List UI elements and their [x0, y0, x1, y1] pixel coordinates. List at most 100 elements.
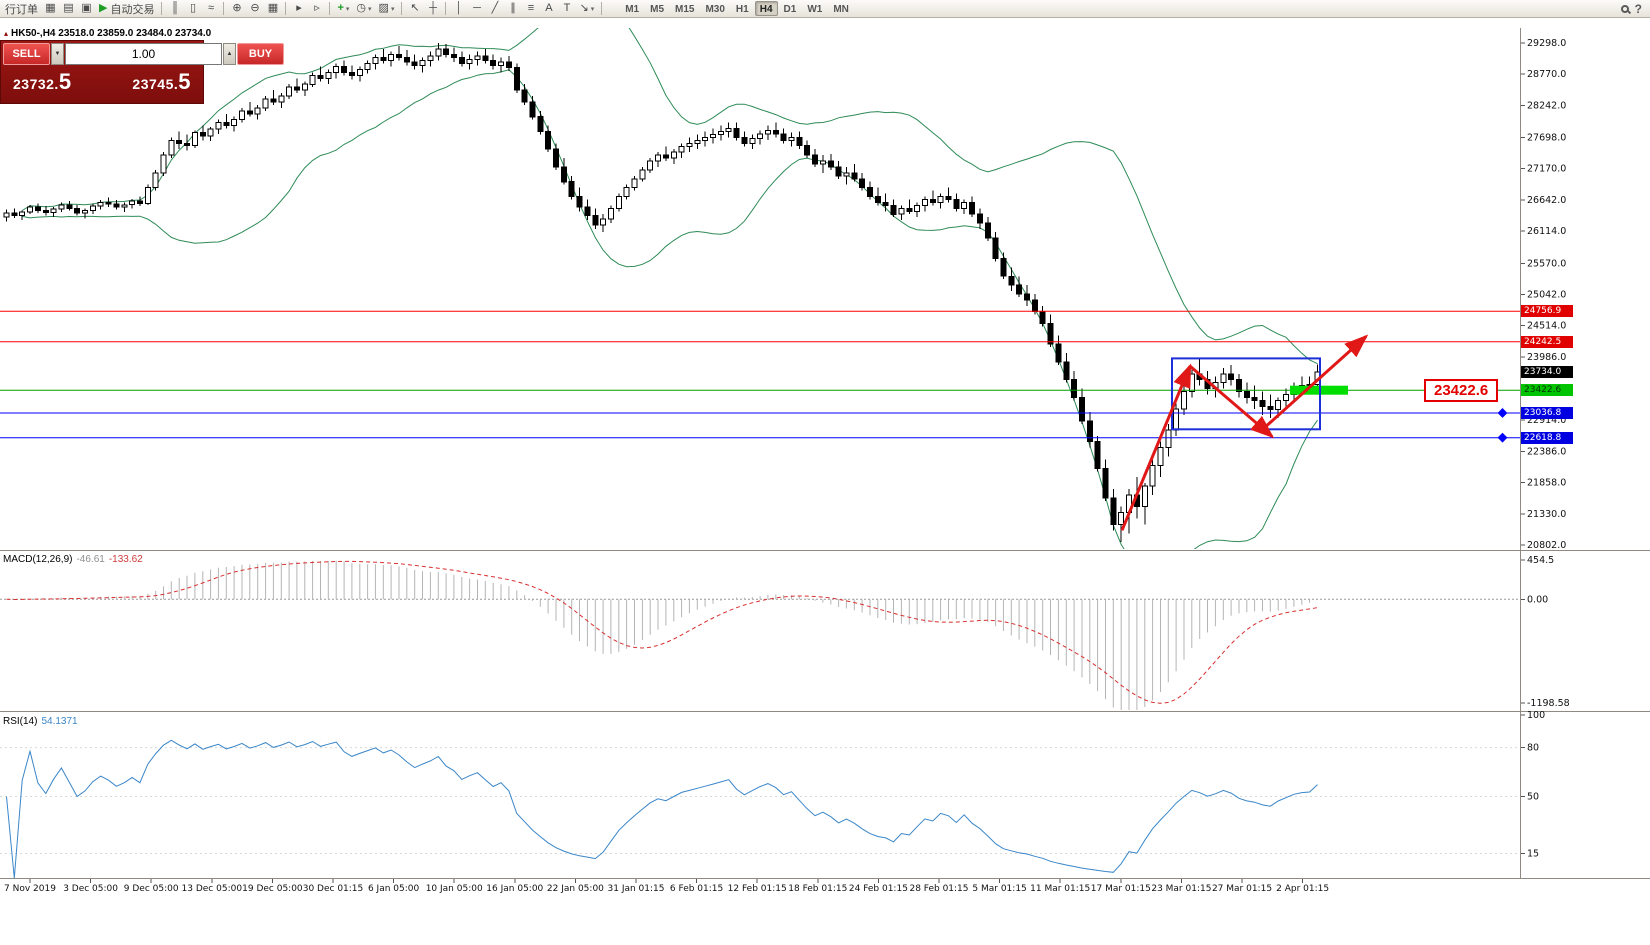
main-chart-layer — [0, 28, 1520, 549]
timeframe-w1[interactable]: W1 — [807, 4, 823, 15]
data-window-icon[interactable]: ▣ — [78, 1, 95, 17]
volume-input[interactable] — [65, 43, 222, 65]
axis-label: 50 — [1527, 792, 1539, 803]
chevron-down-icon: ▾ — [345, 5, 350, 13]
trend-arrow-3[interactable] — [1262, 334, 1369, 430]
macd-main-value: -46.61 — [76, 554, 105, 565]
axis-label: 5 Mar 01:15 — [972, 884, 1026, 894]
trend-arrow-2[interactable] — [1189, 364, 1275, 439]
axis-label: 21330.0 — [1527, 509, 1566, 520]
candlestick-chart-icon: ▯ — [189, 2, 196, 14]
templates-icon[interactable]: ▨ ▾ — [376, 1, 398, 17]
axis-label: 29298.0 — [1527, 38, 1566, 49]
label-icon[interactable]: T — [558, 1, 575, 17]
zoom-out-icon[interactable]: ⊖ — [246, 1, 263, 17]
profiles-icon[interactable]: ▤ — [60, 1, 77, 17]
indicators-icon[interactable]: + ▾ — [334, 1, 352, 17]
axis-label: 24514.0 — [1527, 321, 1566, 332]
autotrading-button: ▶ — [99, 2, 108, 14]
axis-label: 16 Jan 05:00 — [486, 884, 543, 894]
consolidation-rectangle[interactable] — [1171, 357, 1321, 431]
timeframe-h1[interactable]: H1 — [735, 4, 749, 15]
chart-shift-icon: ▹ — [314, 2, 320, 14]
new-order-button-label: 行订单 — [5, 3, 38, 16]
trade-controls-row: SELL ▼ ▲ BUY — [1, 41, 284, 67]
cursor-icon[interactable]: ↖ — [406, 1, 423, 17]
axis-label: 28 Feb 01:15 — [909, 884, 968, 894]
help-icon[interactable]: ? — [1634, 1, 1642, 16]
toolbar-right-group: ? — [1620, 1, 1648, 16]
volume-decrease-button[interactable]: ▼ — [51, 43, 64, 65]
axis-label: 18 Feb 01:15 — [788, 884, 847, 894]
tile-windows-icon[interactable]: ▦ — [264, 1, 281, 17]
buy-price-big-digit: 5 — [178, 69, 191, 94]
one-click-trading-toggle[interactable]: ▴ — [4, 29, 9, 38]
charts-icon[interactable]: ▦ — [42, 1, 59, 17]
autotrading-button[interactable]: ▶ 自动交易 — [96, 1, 157, 17]
axes-layer: 29298.0 28770.0 28242.0 27698.0 27170.0 26642… — [0, 28, 1650, 894]
volume-increase-button[interactable]: ▲ — [223, 43, 236, 65]
axis-label: 80 — [1527, 743, 1539, 754]
new-order-button[interactable]: 行订单 — [2, 1, 41, 17]
search-icon[interactable] — [1620, 4, 1629, 13]
line-chart-icon[interactable]: ≈ — [202, 1, 219, 17]
axis-label: 11 Mar 01:15 — [1030, 884, 1090, 894]
macd-panel-layer — [0, 560, 1520, 710]
equidistant-channel-icon: ∥ — [510, 2, 516, 14]
timeframe-h4[interactable]: H4 — [754, 1, 778, 16]
line-handle-icon[interactable] — [1497, 408, 1508, 418]
trendline-icon[interactable]: ╱ — [486, 1, 503, 17]
timeframe-mn[interactable]: MN — [833, 4, 849, 15]
toolbar-separator — [223, 2, 225, 15]
buy-button[interactable]: BUY — [237, 43, 284, 65]
axis-label: 23 Mar 01:15 — [1151, 884, 1211, 894]
auto-scroll-icon: ▸ — [296, 2, 302, 14]
line-handle-icon[interactable] — [1497, 432, 1508, 443]
timeframe-m15[interactable]: M15 — [675, 4, 695, 15]
timeframe-m1[interactable]: M1 — [625, 4, 640, 15]
sell-button[interactable]: SELL — [3, 43, 50, 65]
timeframe-m5[interactable]: M5 — [650, 4, 665, 15]
bar-chart-icon[interactable]: ║ — [166, 1, 183, 17]
price-tag-support-1[interactable]: 23036.8 — [1521, 407, 1573, 419]
periods-icon: ◷ — [356, 2, 367, 14]
zoom-out-icon: ⊖ — [250, 2, 260, 14]
arrows-tool-icon: ↘ — [579, 2, 589, 14]
sell-price-big-digit: 5 — [58, 69, 72, 94]
axis-label: 6 Feb 01:15 — [670, 884, 723, 894]
arrows-tool-icon[interactable]: ↘ ▾ — [576, 1, 597, 17]
fibonacci-icon[interactable]: ≡ — [522, 1, 539, 17]
periods-icon[interactable]: ◷ ▾ — [353, 1, 374, 17]
triangle-up-icon: ▲ — [226, 51, 233, 57]
vertical-line-icon: │ — [455, 2, 463, 14]
timeframe-d1[interactable]: D1 — [783, 4, 797, 15]
timeframe-m30[interactable]: M30 — [705, 4, 725, 15]
auto-scroll-icon[interactable]: ▸ — [290, 1, 307, 17]
price-tag-green-level[interactable]: 23422.6 — [1521, 384, 1573, 396]
axis-label: 7 Nov 2019 — [4, 884, 56, 894]
trend-arrow-1[interactable] — [1120, 363, 1192, 531]
crosshair-icon[interactable]: ┼ — [424, 1, 441, 17]
axis-label: 2 Apr 01:15 — [1276, 884, 1329, 894]
axis-label: 22386.0 — [1527, 446, 1566, 457]
data-window-icon: ▣ — [81, 2, 92, 14]
axis-label: 10 Jan 05:00 — [426, 884, 483, 894]
price-tag-resistance-2[interactable]: 24242.5 — [1521, 336, 1573, 348]
price-callout[interactable]: 23422.6 — [1424, 379, 1499, 402]
equidistant-channel-icon[interactable]: ∥ — [504, 1, 521, 17]
horizontal-line-icon[interactable]: ─ — [468, 1, 485, 17]
zoom-in-icon[interactable]: ⊕ — [228, 1, 245, 17]
price-tag-resistance-1[interactable]: 24756.9 — [1521, 305, 1573, 317]
axis-label: 100 — [1527, 710, 1545, 721]
axis-label: 27 Mar 01:15 — [1212, 884, 1272, 894]
vertical-line-icon[interactable]: │ — [450, 1, 467, 17]
axis-label: 13 Dec 05:00 — [182, 884, 243, 894]
candlestick-chart-icon[interactable]: ▯ — [184, 1, 201, 17]
current-price-tag: 23734.0 — [1521, 366, 1573, 378]
axis-label: 26114.0 — [1527, 226, 1566, 237]
chart-shift-icon[interactable]: ▹ — [308, 1, 325, 17]
text-icon[interactable]: A — [540, 1, 557, 17]
price-tag-support-2[interactable]: 22618.8 — [1521, 432, 1573, 444]
chevron-down-icon: ▾ — [368, 5, 372, 13]
